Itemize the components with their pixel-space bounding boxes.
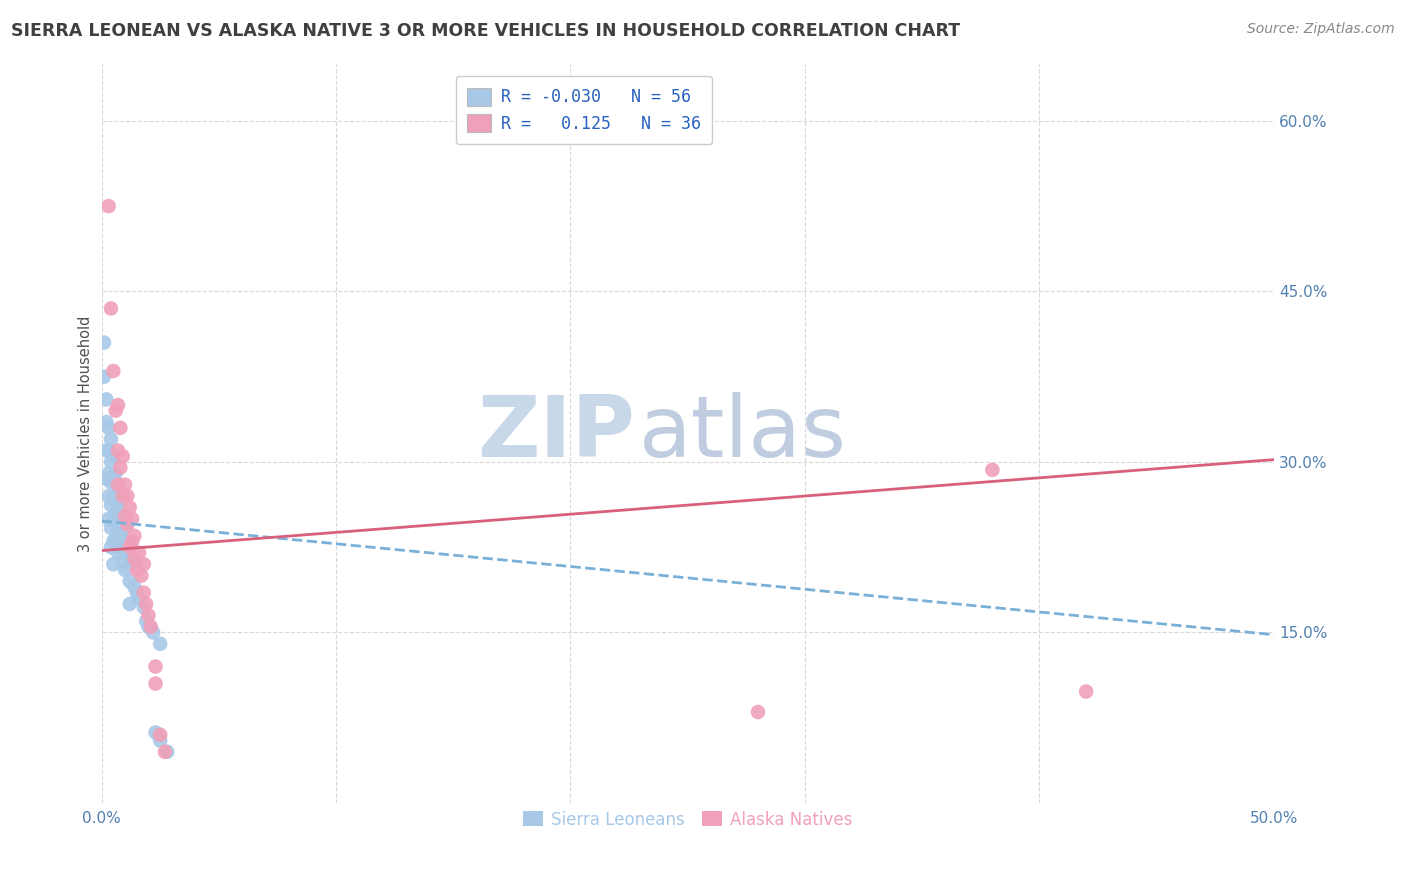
- Point: [97, 443, 120, 458]
- Point: [1076, 684, 1098, 698]
- Point: [132, 558, 155, 572]
- Point: [124, 580, 146, 594]
- Point: [103, 449, 125, 463]
- Point: [103, 514, 125, 528]
- Point: [107, 502, 129, 516]
- Point: [117, 489, 139, 503]
- Point: [96, 472, 118, 486]
- Point: [142, 625, 165, 640]
- Point: [104, 489, 127, 503]
- Point: [121, 534, 143, 549]
- Point: [145, 659, 167, 673]
- Point: [107, 477, 129, 491]
- Point: [111, 555, 134, 569]
- Point: [121, 512, 143, 526]
- Point: [96, 392, 118, 407]
- Point: [103, 558, 125, 572]
- Point: [110, 460, 132, 475]
- Point: [93, 369, 115, 384]
- Point: [128, 591, 150, 606]
- Point: [135, 597, 157, 611]
- Point: [96, 415, 118, 429]
- Point: [100, 540, 122, 554]
- Point: [97, 512, 120, 526]
- Legend: Sierra Leoneans, Alaska Natives: Sierra Leoneans, Alaska Natives: [516, 804, 859, 835]
- Point: [747, 705, 769, 719]
- Point: [121, 558, 143, 572]
- Point: [131, 568, 153, 582]
- Point: [114, 563, 136, 577]
- Point: [107, 398, 129, 412]
- Point: [132, 585, 155, 599]
- Point: [100, 432, 122, 446]
- Point: [114, 521, 136, 535]
- Point: [107, 443, 129, 458]
- Point: [125, 585, 148, 599]
- Text: Source: ZipAtlas.com: Source: ZipAtlas.com: [1247, 22, 1395, 37]
- Y-axis label: 3 or more Vehicles in Household: 3 or more Vehicles in Household: [79, 315, 93, 551]
- Point: [149, 637, 172, 651]
- Text: atlas: atlas: [638, 392, 846, 475]
- Point: [135, 614, 157, 628]
- Point: [110, 517, 132, 532]
- Point: [128, 546, 150, 560]
- Text: ZIP: ZIP: [477, 392, 636, 475]
- Point: [111, 449, 134, 463]
- Point: [100, 301, 122, 316]
- Point: [149, 733, 172, 747]
- Point: [118, 551, 141, 566]
- Point: [100, 475, 122, 490]
- Point: [110, 421, 132, 435]
- Point: [107, 546, 129, 560]
- Point: [138, 608, 160, 623]
- Point: [104, 531, 127, 545]
- Point: [117, 534, 139, 549]
- Point: [156, 745, 179, 759]
- Point: [103, 534, 125, 549]
- Point: [124, 551, 146, 566]
- Point: [97, 467, 120, 481]
- Point: [139, 620, 162, 634]
- Point: [107, 523, 129, 537]
- Point: [100, 498, 122, 512]
- Point: [132, 600, 155, 615]
- Point: [138, 620, 160, 634]
- Point: [118, 500, 141, 515]
- Point: [981, 463, 1004, 477]
- Point: [97, 489, 120, 503]
- Point: [111, 509, 134, 524]
- Point: [104, 509, 127, 524]
- Point: [97, 421, 120, 435]
- Point: [107, 480, 129, 494]
- Point: [104, 404, 127, 418]
- Text: SIERRA LEONEAN VS ALASKA NATIVE 3 OR MORE VEHICLES IN HOUSEHOLD CORRELATION CHAR: SIERRA LEONEAN VS ALASKA NATIVE 3 OR MOR…: [11, 22, 960, 40]
- Point: [96, 443, 118, 458]
- Point: [100, 521, 122, 535]
- Point: [149, 728, 172, 742]
- Point: [93, 335, 115, 350]
- Point: [104, 467, 127, 481]
- Point: [114, 477, 136, 491]
- Point: [110, 540, 132, 554]
- Point: [103, 491, 125, 506]
- Point: [103, 472, 125, 486]
- Point: [153, 745, 176, 759]
- Point: [114, 543, 136, 558]
- Point: [100, 455, 122, 469]
- Point: [111, 533, 134, 547]
- Point: [145, 676, 167, 690]
- Point: [97, 199, 120, 213]
- Point: [118, 540, 141, 554]
- Point: [103, 364, 125, 378]
- Point: [145, 725, 167, 739]
- Point: [117, 517, 139, 532]
- Point: [118, 574, 141, 589]
- Point: [118, 597, 141, 611]
- Point: [110, 494, 132, 508]
- Point: [114, 509, 136, 524]
- Point: [124, 529, 146, 543]
- Point: [111, 489, 134, 503]
- Point: [125, 563, 148, 577]
